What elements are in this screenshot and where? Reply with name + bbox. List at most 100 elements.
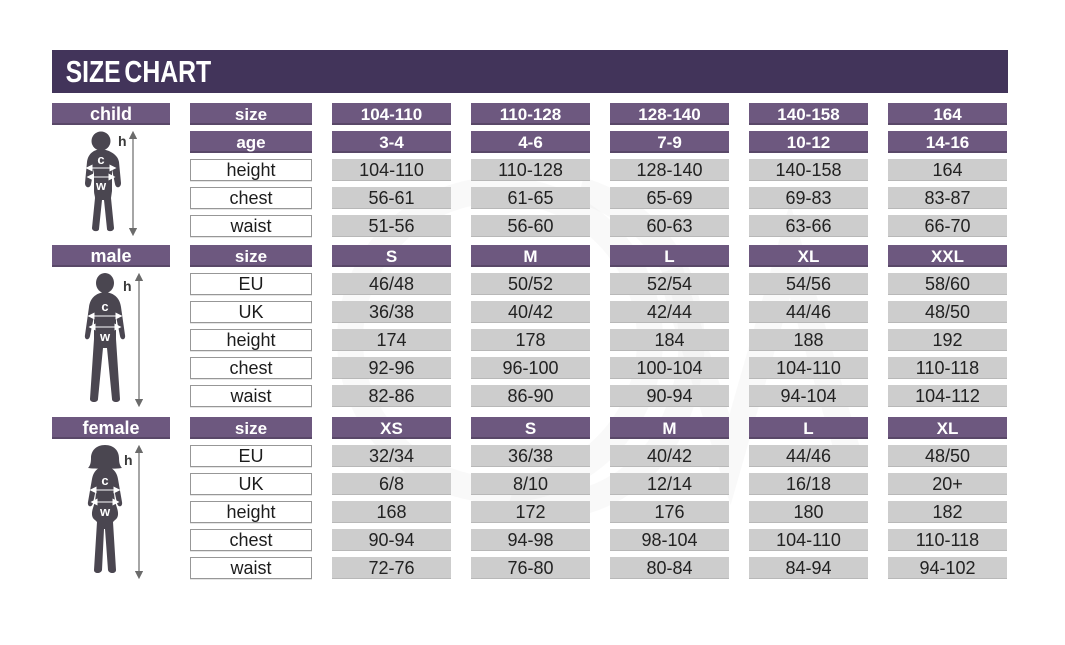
value-cell: 56-61 bbox=[332, 187, 451, 209]
male-side-column: male h c w bbox=[52, 245, 170, 407]
value-cell: 174 bbox=[332, 329, 451, 351]
value-cell: 104-110 bbox=[749, 357, 868, 379]
female-silhouette-icon: h c w bbox=[87, 445, 144, 579]
male-chest-label: c bbox=[101, 299, 108, 314]
value-cell: 182 bbox=[888, 501, 1007, 523]
header-cell: M bbox=[610, 417, 729, 439]
section-male: male h c w bbox=[52, 245, 1007, 407]
value-cell: 86-90 bbox=[471, 385, 590, 407]
value-cell: 48/50 bbox=[888, 445, 1007, 467]
male-waist-label: w bbox=[99, 329, 111, 344]
value-cell: 90-94 bbox=[610, 385, 729, 407]
value-cell: 40/42 bbox=[471, 301, 590, 323]
header-cell: S bbox=[471, 417, 590, 439]
male-silhouette-icon: h c w bbox=[84, 273, 144, 407]
header-cell: 164 bbox=[888, 103, 1007, 125]
header-cell: 4-6 bbox=[471, 131, 590, 153]
value-cell: 16/18 bbox=[749, 473, 868, 495]
row-label: UK bbox=[190, 301, 312, 323]
header-cell: M bbox=[471, 245, 590, 267]
row-label: waist bbox=[190, 385, 312, 407]
header-cell: S bbox=[332, 245, 451, 267]
value-cell: 104-110 bbox=[332, 159, 451, 181]
header-cell: L bbox=[749, 417, 868, 439]
value-cell: 48/50 bbox=[888, 301, 1007, 323]
value-cell: 94-104 bbox=[749, 385, 868, 407]
row-label: height bbox=[190, 501, 312, 523]
value-cell: 36/38 bbox=[471, 445, 590, 467]
value-cell: 12/14 bbox=[610, 473, 729, 495]
header-cell: 104-110 bbox=[332, 103, 451, 125]
value-cell: 69-83 bbox=[749, 187, 868, 209]
row-label: chest bbox=[190, 529, 312, 551]
value-cell: 80-84 bbox=[610, 557, 729, 579]
value-cell: 110-118 bbox=[888, 357, 1007, 379]
value-cell: 51-56 bbox=[332, 215, 451, 237]
row-label: size bbox=[190, 245, 312, 267]
value-cell: 56-60 bbox=[471, 215, 590, 237]
value-cell: 20+ bbox=[888, 473, 1007, 495]
female-side-column: female h c w bbox=[52, 417, 170, 579]
value-cell: 82-86 bbox=[332, 385, 451, 407]
value-cell: 63-66 bbox=[749, 215, 868, 237]
section-label-female: female bbox=[52, 417, 170, 439]
row-label: EU bbox=[190, 445, 312, 467]
title-bar: SIZE CHART bbox=[52, 50, 1008, 93]
value-cell: 178 bbox=[471, 329, 590, 351]
value-cell: 94-98 bbox=[471, 529, 590, 551]
child-waist-label: w bbox=[95, 178, 107, 193]
header-cell: 14-16 bbox=[888, 131, 1007, 153]
value-cell: 90-94 bbox=[332, 529, 451, 551]
female-waist-label: w bbox=[99, 504, 111, 519]
section-label-child: child bbox=[52, 103, 170, 125]
female-chest-label: c bbox=[101, 473, 108, 488]
value-cell: 66-70 bbox=[888, 215, 1007, 237]
value-cell: 128-140 bbox=[610, 159, 729, 181]
value-cell: 180 bbox=[749, 501, 868, 523]
value-cell: 168 bbox=[332, 501, 451, 523]
row-label: waist bbox=[190, 215, 312, 237]
child-figure: h c w bbox=[52, 131, 170, 237]
value-cell: 32/34 bbox=[332, 445, 451, 467]
header-cell: L bbox=[610, 245, 729, 267]
value-cell: 44/46 bbox=[749, 301, 868, 323]
value-cell: 98-104 bbox=[610, 529, 729, 551]
row-label: EU bbox=[190, 273, 312, 295]
value-cell: 172 bbox=[471, 501, 590, 523]
value-cell: 40/42 bbox=[610, 445, 729, 467]
value-cell: 164 bbox=[888, 159, 1007, 181]
header-cell: 140-158 bbox=[749, 103, 868, 125]
female-height-label: h bbox=[124, 452, 133, 468]
section-label-male: male bbox=[52, 245, 170, 267]
value-cell: 65-69 bbox=[610, 187, 729, 209]
row-label: UK bbox=[190, 473, 312, 495]
value-cell: 50/52 bbox=[471, 273, 590, 295]
header-cell: 7-9 bbox=[610, 131, 729, 153]
child-silhouette-icon: h c w bbox=[85, 131, 138, 237]
page-title: SIZE CHART bbox=[65, 53, 212, 89]
value-cell: 36/38 bbox=[332, 301, 451, 323]
row-label: size bbox=[190, 103, 312, 125]
header-cell: 3-4 bbox=[332, 131, 451, 153]
value-cell: 176 bbox=[610, 501, 729, 523]
value-cell: 140-158 bbox=[749, 159, 868, 181]
value-cell: 54/56 bbox=[749, 273, 868, 295]
child-height-label: h bbox=[118, 133, 127, 149]
section-female: female h c w bbox=[52, 417, 1007, 579]
row-label: height bbox=[190, 159, 312, 181]
value-cell: 188 bbox=[749, 329, 868, 351]
value-cell: 104-112 bbox=[888, 385, 1007, 407]
row-label: age bbox=[190, 131, 312, 153]
value-cell: 83-87 bbox=[888, 187, 1007, 209]
value-cell: 92-96 bbox=[332, 357, 451, 379]
row-label: height bbox=[190, 329, 312, 351]
value-cell: 46/48 bbox=[332, 273, 451, 295]
value-cell: 104-110 bbox=[749, 529, 868, 551]
header-cell: XL bbox=[888, 417, 1007, 439]
value-cell: 184 bbox=[610, 329, 729, 351]
value-cell: 42/44 bbox=[610, 301, 729, 323]
row-label: chest bbox=[190, 187, 312, 209]
value-cell: 72-76 bbox=[332, 557, 451, 579]
header-cell: XXL bbox=[888, 245, 1007, 267]
